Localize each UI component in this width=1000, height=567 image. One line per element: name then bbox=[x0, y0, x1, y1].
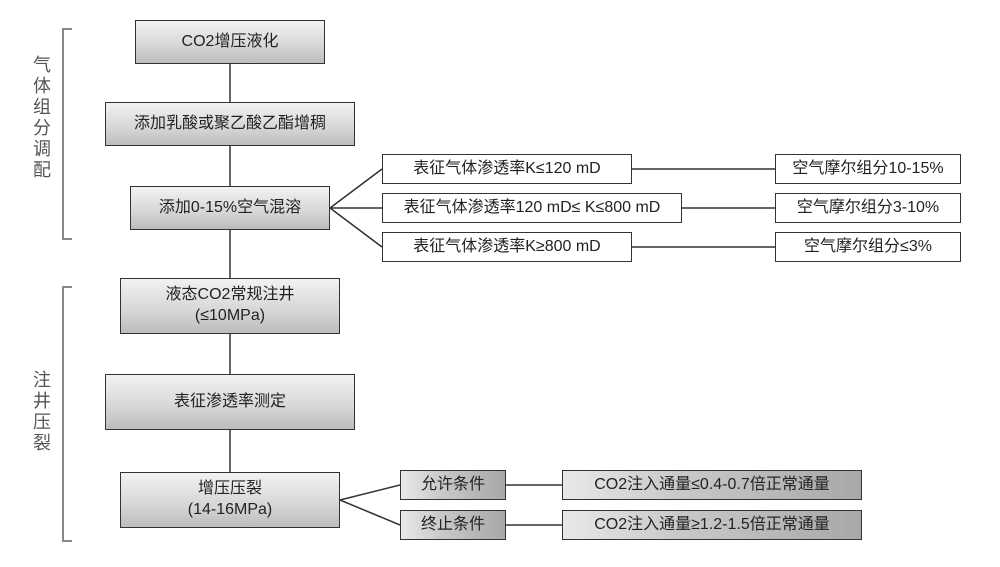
node-b3: 表征气体渗透率K≥800 mD bbox=[382, 232, 632, 262]
node-n1: CO2增压液化 bbox=[135, 20, 325, 64]
node-b2: 表征气体渗透率120 mD≤ K≤800 mD bbox=[382, 193, 682, 223]
node-label-n2: 添加乳酸或聚乙酸乙酯增稠 bbox=[134, 114, 326, 135]
node-label-n1: CO2增压液化 bbox=[182, 32, 279, 53]
node-n6: 增压压裂 (14-16MPa) bbox=[120, 472, 340, 528]
node-d1: CO2注入通量≤0.4-0.7倍正常通量 bbox=[562, 470, 862, 500]
edge-5 bbox=[330, 169, 382, 208]
edge-7 bbox=[330, 208, 382, 247]
node-label-b1: 表征气体渗透率K≤120 mD bbox=[413, 159, 600, 180]
section-bracket-0 bbox=[62, 28, 72, 240]
node-b1: 表征气体渗透率K≤120 mD bbox=[382, 154, 632, 184]
edge-12 bbox=[340, 500, 400, 525]
node-label-n5: 表征渗透率测定 bbox=[174, 392, 286, 413]
node-label-c1: 允许条件 bbox=[421, 475, 485, 496]
node-n4: 液态CO2常规注井 (≤10MPa) bbox=[120, 278, 340, 334]
node-n5: 表征渗透率测定 bbox=[105, 374, 355, 430]
node-label-b2: 表征气体渗透率120 mD≤ K≤800 mD bbox=[404, 198, 661, 219]
node-n3: 添加0-15%空气混溶 bbox=[130, 186, 330, 230]
node-r1: 空气摩尔组分10-15% bbox=[775, 154, 961, 184]
node-r2: 空气摩尔组分3-10% bbox=[775, 193, 961, 223]
node-r3: 空气摩尔组分≤3% bbox=[775, 232, 961, 262]
node-label-d2: CO2注入通量≥1.2-1.5倍正常通量 bbox=[594, 515, 830, 536]
node-c1: 允许条件 bbox=[400, 470, 506, 500]
node-c2: 终止条件 bbox=[400, 510, 506, 540]
node-label-n3: 添加0-15%空气混溶 bbox=[159, 198, 301, 219]
section-bracket-1 bbox=[62, 286, 72, 542]
node-label-b3: 表征气体渗透率K≥800 mD bbox=[413, 237, 600, 258]
node-d2: CO2注入通量≥1.2-1.5倍正常通量 bbox=[562, 510, 862, 540]
section-label-0: 气体组分调配 bbox=[28, 55, 54, 181]
node-n2: 添加乳酸或聚乙酸乙酯增稠 bbox=[105, 102, 355, 146]
edge-11 bbox=[340, 485, 400, 500]
node-label-r3: 空气摩尔组分≤3% bbox=[804, 237, 932, 258]
node-label-r1: 空气摩尔组分10-15% bbox=[792, 159, 943, 180]
node-label-d1: CO2注入通量≤0.4-0.7倍正常通量 bbox=[594, 475, 830, 496]
node-label-r2: 空气摩尔组分3-10% bbox=[797, 198, 939, 219]
node-label-c2: 终止条件 bbox=[421, 515, 485, 536]
node-label-n6: 增压压裂 (14-16MPa) bbox=[188, 479, 272, 521]
node-label-n4: 液态CO2常规注井 (≤10MPa) bbox=[166, 285, 295, 327]
section-label-1: 注井压裂 bbox=[28, 370, 54, 454]
